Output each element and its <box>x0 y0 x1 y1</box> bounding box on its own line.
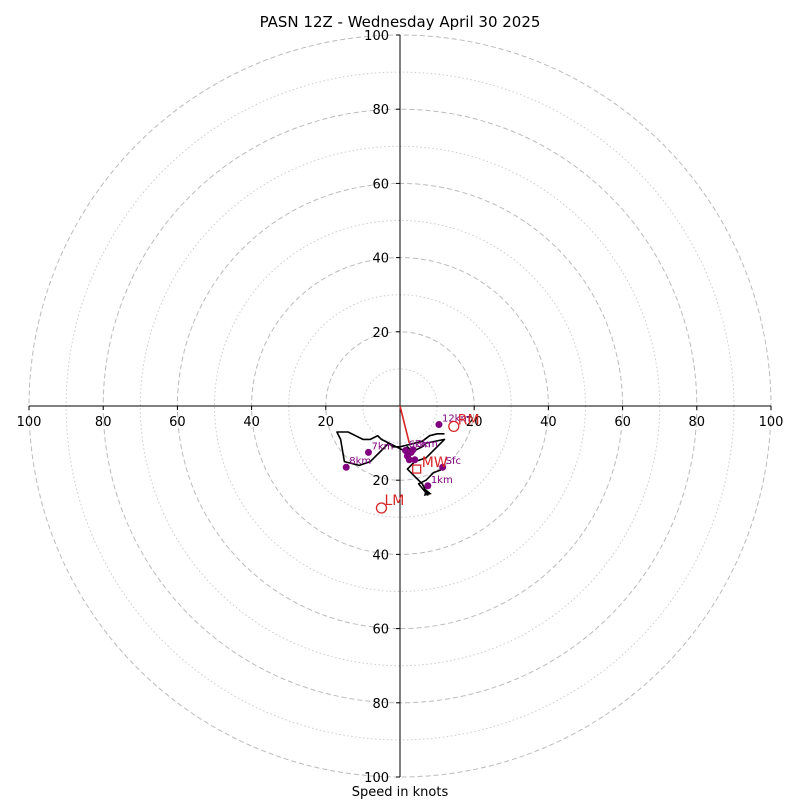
x-tick-label: 100 <box>17 415 42 430</box>
height-marker <box>439 463 447 471</box>
chart-title: PASN 12Z - Wednesday April 30 2025 <box>260 13 541 31</box>
x-tick-label: 20 <box>318 415 335 430</box>
x-axis-label: Speed in knots <box>352 785 449 800</box>
right-mover-label: RM <box>458 412 480 428</box>
y-tick-label: 20 <box>372 326 389 341</box>
y-tick-label: 80 <box>372 103 389 118</box>
x-tick-label: 40 <box>540 415 557 430</box>
left-mover-marker <box>375 502 388 514</box>
height-marker <box>342 463 350 471</box>
height-marker <box>424 482 432 490</box>
y-tick-label: 40 <box>372 548 389 563</box>
height-label: 1km <box>431 475 453 486</box>
hodograph-trace <box>336 431 446 496</box>
height-label: 6km <box>409 440 431 451</box>
height-label: 7km <box>371 441 393 452</box>
y-tick-label: 80 <box>372 697 389 712</box>
x-tick-label: 100 <box>759 415 784 430</box>
height-marker <box>435 421 443 429</box>
height-label: Sfc <box>446 456 461 467</box>
right-mover-marker <box>448 420 460 433</box>
x-tick-label: 40 <box>243 415 260 430</box>
mean-wind-marker <box>412 464 422 474</box>
height-marker <box>402 447 410 455</box>
shear-vector <box>399 405 411 444</box>
height-label: 8km <box>349 456 371 467</box>
hodograph-arrowhead <box>423 489 432 497</box>
height-label: 12km <box>442 414 470 425</box>
x-tick-label: 80 <box>689 415 706 430</box>
y-tick-label: 60 <box>372 623 389 638</box>
x-tick-label: 20 <box>466 415 483 430</box>
left-mover-label: LM <box>384 493 404 509</box>
y-tick-label: 60 <box>372 177 389 192</box>
y-tick-label: 40 <box>372 252 389 267</box>
height-label: 3km <box>416 439 438 450</box>
height-marker <box>405 456 413 464</box>
x-tick-label: 80 <box>95 415 112 430</box>
y-tick-label: 20 <box>372 474 389 489</box>
mean-wind-label: MW <box>422 455 448 471</box>
y-tick-label: 100 <box>364 771 389 786</box>
height-marker <box>364 448 372 456</box>
y-tick-label: 100 <box>364 29 389 44</box>
x-tick-label: 60 <box>169 415 186 430</box>
height-marker <box>409 446 417 454</box>
height-marker <box>411 456 419 464</box>
x-tick-label: 60 <box>614 415 631 430</box>
